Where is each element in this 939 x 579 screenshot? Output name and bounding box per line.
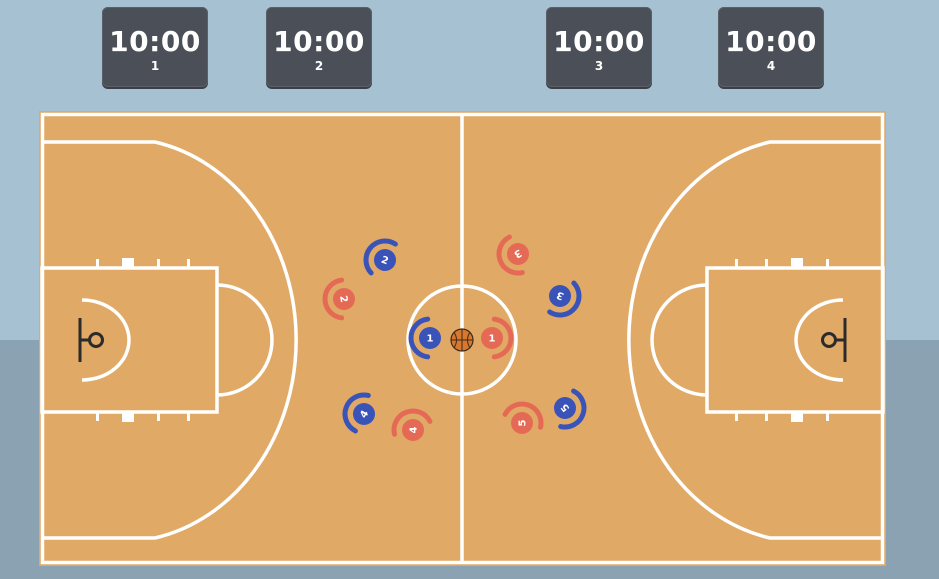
- player-red-5[interactable]: 5: [502, 401, 544, 434]
- left-basket: [78, 318, 104, 362]
- player-head: [511, 412, 533, 434]
- player-shoulders: [547, 280, 582, 318]
- court-lines: [40, 112, 885, 565]
- player-shoulders: [558, 388, 587, 430]
- scoreboard-number: 4: [766, 59, 776, 73]
- player-blue-2[interactable]: 2: [363, 238, 398, 276]
- scoreboard-time: 10:00: [273, 25, 365, 58]
- scoreboard-4: 10:00 4: [718, 7, 824, 87]
- left-three-point-line: [42, 140, 298, 540]
- player-red-3[interactable]: 3: [496, 234, 529, 276]
- right-basket: [821, 318, 847, 362]
- player-red-1[interactable]: 1: [481, 316, 514, 360]
- player-shoulders: [502, 401, 544, 430]
- right-restricted-arc: [794, 298, 844, 382]
- left-restricted-arc: [81, 298, 131, 382]
- player-red-4[interactable]: 4: [391, 408, 433, 441]
- player-shoulders: [342, 392, 371, 434]
- scoreboard-2: 10:00 2: [266, 7, 372, 87]
- player-red-2[interactable]: 2: [322, 277, 355, 321]
- left-free-throw-arc: [216, 283, 274, 397]
- player-head: [402, 419, 424, 441]
- scoreboard-number: 1: [150, 59, 160, 73]
- right-three-point-line: [627, 140, 883, 540]
- player-shoulders: [391, 408, 433, 437]
- player-number: 4: [358, 409, 371, 421]
- scoreboard-3: 10:00 3: [546, 7, 652, 87]
- player-blue-1[interactable]: 1: [408, 316, 441, 360]
- scoreboard-1: 10:00 1: [102, 7, 208, 87]
- player-blue-4[interactable]: 4: [342, 392, 375, 434]
- scoreboard-time: 10:00: [553, 25, 645, 58]
- lane-marks: [96, 258, 829, 422]
- scoreboard-time: 10:00: [109, 25, 201, 58]
- player-shoulders: [408, 316, 431, 360]
- player-shoulders: [322, 277, 345, 321]
- player-number: 1: [427, 334, 434, 345]
- player-head: [353, 403, 375, 425]
- basketball[interactable]: [450, 328, 474, 352]
- player-head: [333, 288, 355, 310]
- player-head: [481, 327, 503, 349]
- center-circle: [406, 284, 518, 396]
- player-head: [554, 397, 576, 419]
- player-head: [507, 243, 529, 265]
- player-number: 1: [489, 334, 496, 345]
- player-number: 3: [512, 247, 524, 260]
- player-shoulders: [363, 238, 398, 276]
- right-free-throw-arc: [650, 283, 708, 397]
- player-head: [419, 327, 441, 349]
- scoreboard-number: 2: [314, 59, 324, 73]
- player-blue-3[interactable]: 3: [547, 280, 582, 318]
- player-shoulders: [491, 316, 514, 360]
- player-number: 5: [518, 419, 529, 426]
- player-number: 2: [337, 295, 349, 304]
- player-number: 3: [555, 289, 565, 302]
- scoreboard-time: 10:00: [725, 25, 817, 58]
- player-blue-5[interactable]: 5: [554, 388, 587, 430]
- player-number: 2: [380, 255, 390, 268]
- scoreboard-number: 3: [594, 59, 604, 73]
- players-layer: 1 2 3 4 5 1 2 3 4 5: [322, 234, 587, 441]
- player-head: [374, 249, 396, 271]
- player-shoulders: [496, 234, 525, 276]
- player-head: [549, 285, 571, 307]
- player-number: 4: [409, 426, 420, 433]
